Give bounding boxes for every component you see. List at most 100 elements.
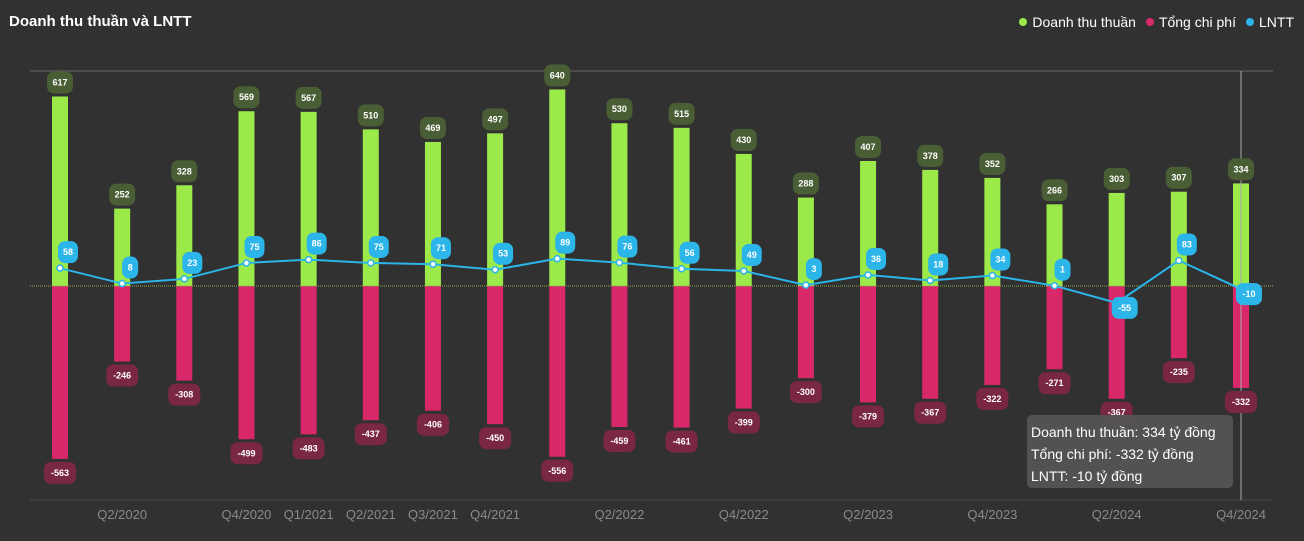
lntt-data-label-bg [617, 235, 638, 258]
lntt-data-label: -55 [1118, 303, 1131, 313]
cost-data-label-bg [354, 423, 387, 446]
revenue-data-label-bg [233, 86, 260, 109]
revenue-bar [735, 153, 752, 286]
cost-data-label: -459 [610, 436, 628, 446]
cost-bar [922, 286, 939, 399]
lntt-data-label: 49 [747, 250, 757, 260]
cost-data-label: -437 [362, 429, 380, 439]
lntt-data-label-bg [1054, 258, 1071, 281]
lntt-data-label: 56 [685, 248, 695, 258]
cost-bar [611, 286, 628, 427]
lntt-data-label-bg [1176, 233, 1197, 256]
lntt-point [1175, 256, 1183, 265]
lntt-data-label: -10 [1242, 289, 1255, 299]
revenue-data-label-bg [419, 116, 446, 139]
x-tick-label: Q4/2022 [719, 507, 769, 522]
lntt-data-label: 76 [622, 242, 632, 252]
lntt-point [553, 254, 562, 263]
lntt-data-label-bg [990, 248, 1011, 271]
cost-data-label: -461 [673, 437, 691, 447]
revenue-data-label: 515 [674, 109, 689, 119]
revenue-data-label-bg [668, 102, 695, 125]
lntt-point [926, 276, 934, 285]
lntt-data-label: 3 [811, 264, 816, 274]
cost-data-label: -450 [486, 433, 504, 443]
cost-data-label-bg [292, 437, 325, 460]
revenue-data-label: 530 [612, 104, 627, 114]
cost-data-label-bg [541, 459, 574, 482]
cost-data-label: -322 [983, 394, 1001, 404]
legend-label: Doanh thu thuần [1032, 14, 1136, 30]
cost-data-label-bg [230, 442, 263, 465]
x-tick-label: Q4/2020 [222, 507, 272, 522]
legend-label: LNTT [1259, 14, 1294, 30]
cost-data-label-bg [168, 383, 201, 406]
lntt-data-label-bg [805, 258, 822, 281]
cost-bar [673, 286, 690, 428]
revenue-data-label-bg [1103, 167, 1130, 190]
lntt-data-label: 34 [995, 255, 1005, 265]
lntt-data-label-bg [1236, 283, 1262, 306]
revenue-bar [52, 96, 68, 286]
lntt-data-label: 58 [63, 247, 73, 257]
lntt-point [1050, 281, 1059, 290]
lntt-data-label: 36 [871, 254, 881, 264]
revenue-data-label: 328 [177, 166, 192, 176]
revenue-data-label: 469 [425, 123, 440, 133]
revenue-bar [1108, 192, 1125, 286]
revenue-data-label-bg [482, 108, 509, 131]
lntt-point [118, 279, 126, 288]
lntt-data-label-bg [182, 251, 203, 274]
revenue-data-label-bg [1165, 166, 1192, 189]
cost-bar [487, 286, 504, 425]
cost-data-label-bg [44, 461, 76, 484]
legend-dot-icon [1246, 18, 1254, 26]
lntt-data-label: 1 [1060, 265, 1065, 275]
revenue-data-label-bg [917, 144, 944, 167]
legend-dot-icon [1145, 18, 1154, 26]
cost-bar [362, 286, 379, 421]
revenue-data-label: 510 [363, 110, 378, 120]
lntt-point [367, 259, 375, 267]
cost-bar [176, 286, 193, 381]
cost-bar [549, 286, 566, 457]
revenue-data-label: 303 [1109, 174, 1124, 184]
lntt-point [615, 258, 624, 267]
cost-bar [238, 286, 255, 440]
chart-tooltip: Doanh thu thuần: 334 tỷ đồng Tổng chi ph… [1027, 415, 1233, 488]
lntt-point [988, 271, 997, 280]
x-tick-label: Q4/2021 [470, 507, 520, 522]
lntt-data-label: 86 [312, 239, 322, 249]
cost-bar [114, 286, 131, 362]
chart-title: Doanh thu thuần và LNTT [9, 13, 192, 30]
revenue-data-label-bg [357, 104, 384, 127]
cost-data-label-bg [1162, 361, 1195, 384]
cost-data-label-bg [665, 430, 698, 453]
lntt-data-label-bg [58, 241, 78, 264]
cost-data-label-bg [603, 429, 636, 452]
cost-data-label-bg [914, 401, 947, 424]
legend-item-cost[interactable]: Tổng chi phí [1145, 14, 1236, 30]
legend-item-revenue[interactable]: Doanh thu thuần [1019, 14, 1136, 30]
cost-data-label-bg [416, 413, 449, 436]
revenue-data-label: 266 [1047, 185, 1062, 195]
revenue-data-label: 640 [550, 70, 565, 80]
cost-data-label-bg [479, 427, 512, 450]
legend-item-lntt[interactable]: LNTT [1246, 14, 1294, 30]
cost-data-label-bg [852, 405, 885, 428]
cost-data-label: -563 [51, 468, 69, 478]
revenue-data-label: 288 [798, 179, 813, 189]
lntt-data-label: 75 [249, 242, 259, 252]
revenue-data-label-bg [979, 152, 1006, 175]
cost-bar [860, 286, 877, 403]
lntt-data-label: 83 [1182, 240, 1192, 250]
lntt-data-label-bg [928, 253, 949, 276]
cost-bar [300, 286, 317, 435]
cost-bar [1046, 286, 1063, 370]
x-tick-label: Q1/2021 [284, 507, 334, 522]
x-tick-label: Q2/2024 [1092, 507, 1142, 522]
revenue-data-label: 334 [1233, 164, 1248, 174]
cost-bar [735, 286, 752, 409]
lntt-data-label: 75 [374, 242, 384, 252]
revenue-data-label-bg [171, 160, 198, 183]
